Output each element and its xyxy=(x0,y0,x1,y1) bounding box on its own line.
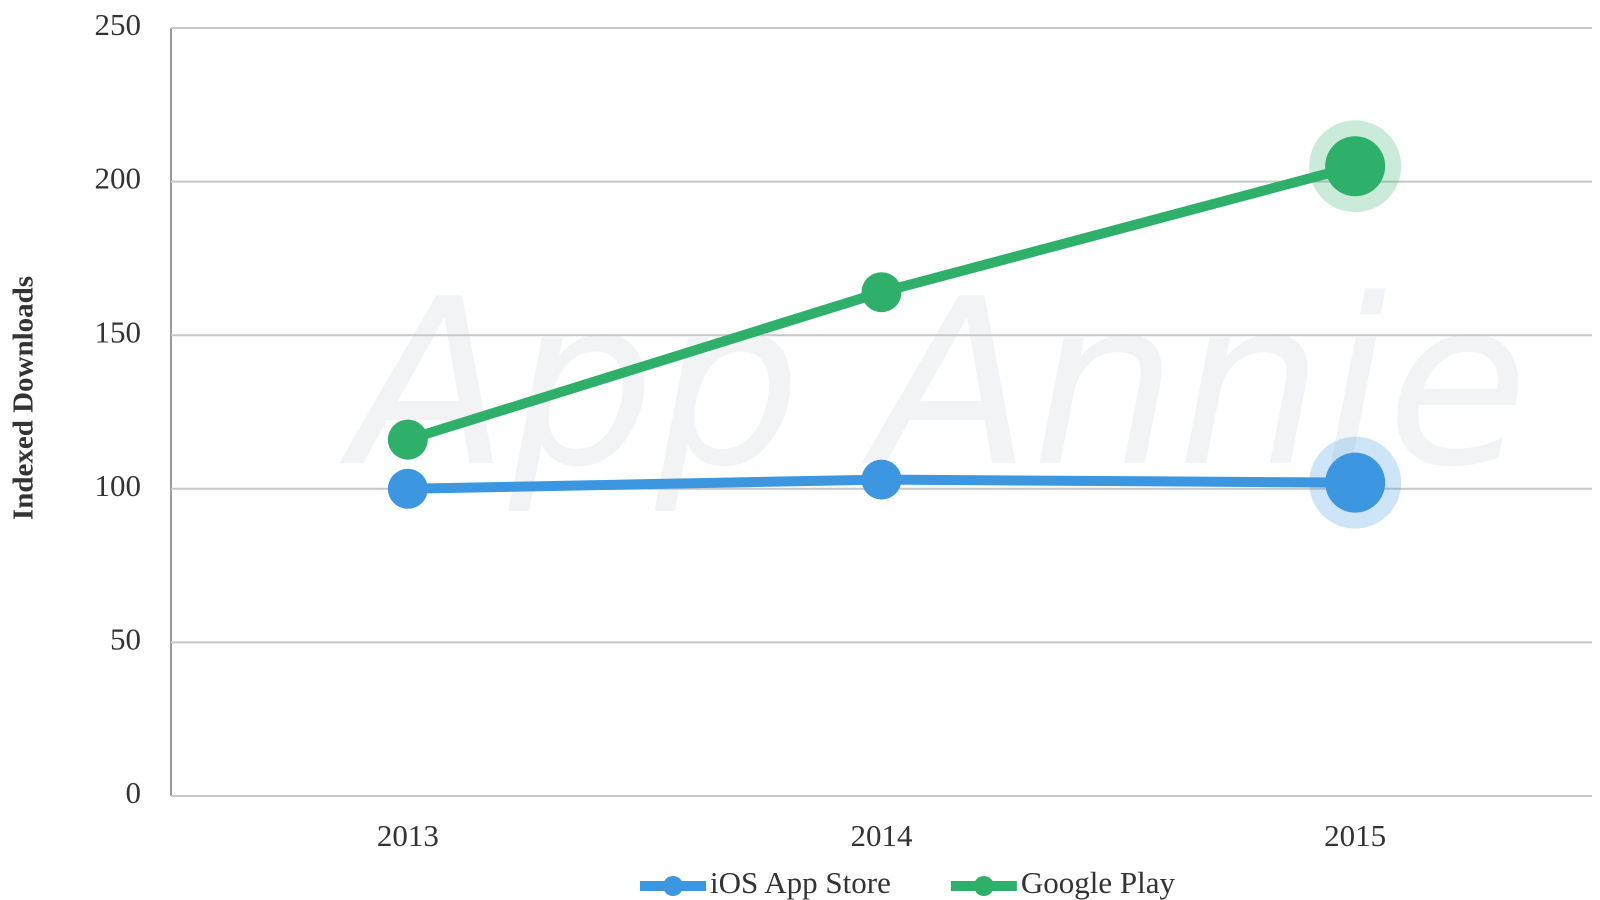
x-tick-label: 2015 xyxy=(1324,818,1386,853)
point xyxy=(1325,136,1386,197)
y-tick-label: 100 xyxy=(95,468,142,503)
point xyxy=(1325,452,1386,513)
y-tick-label: 0 xyxy=(126,775,142,810)
point xyxy=(861,459,902,500)
y-tick-label: 50 xyxy=(110,622,141,657)
point xyxy=(861,272,902,313)
legend-label: iOS App Store xyxy=(710,865,891,900)
legend-marker xyxy=(663,876,683,896)
point xyxy=(387,468,428,509)
point xyxy=(387,419,428,460)
legend-marker xyxy=(973,876,994,896)
legend-label: Google Play xyxy=(1021,865,1176,900)
y-axis-label: Indexed Downloads xyxy=(8,276,40,520)
x-tick-label: 2014 xyxy=(851,818,914,853)
y-tick-label: 150 xyxy=(95,314,142,349)
y-tick-label: 200 xyxy=(95,161,142,196)
x-tick-label: 2013 xyxy=(377,818,439,853)
y-tick-label: 250 xyxy=(95,7,142,42)
